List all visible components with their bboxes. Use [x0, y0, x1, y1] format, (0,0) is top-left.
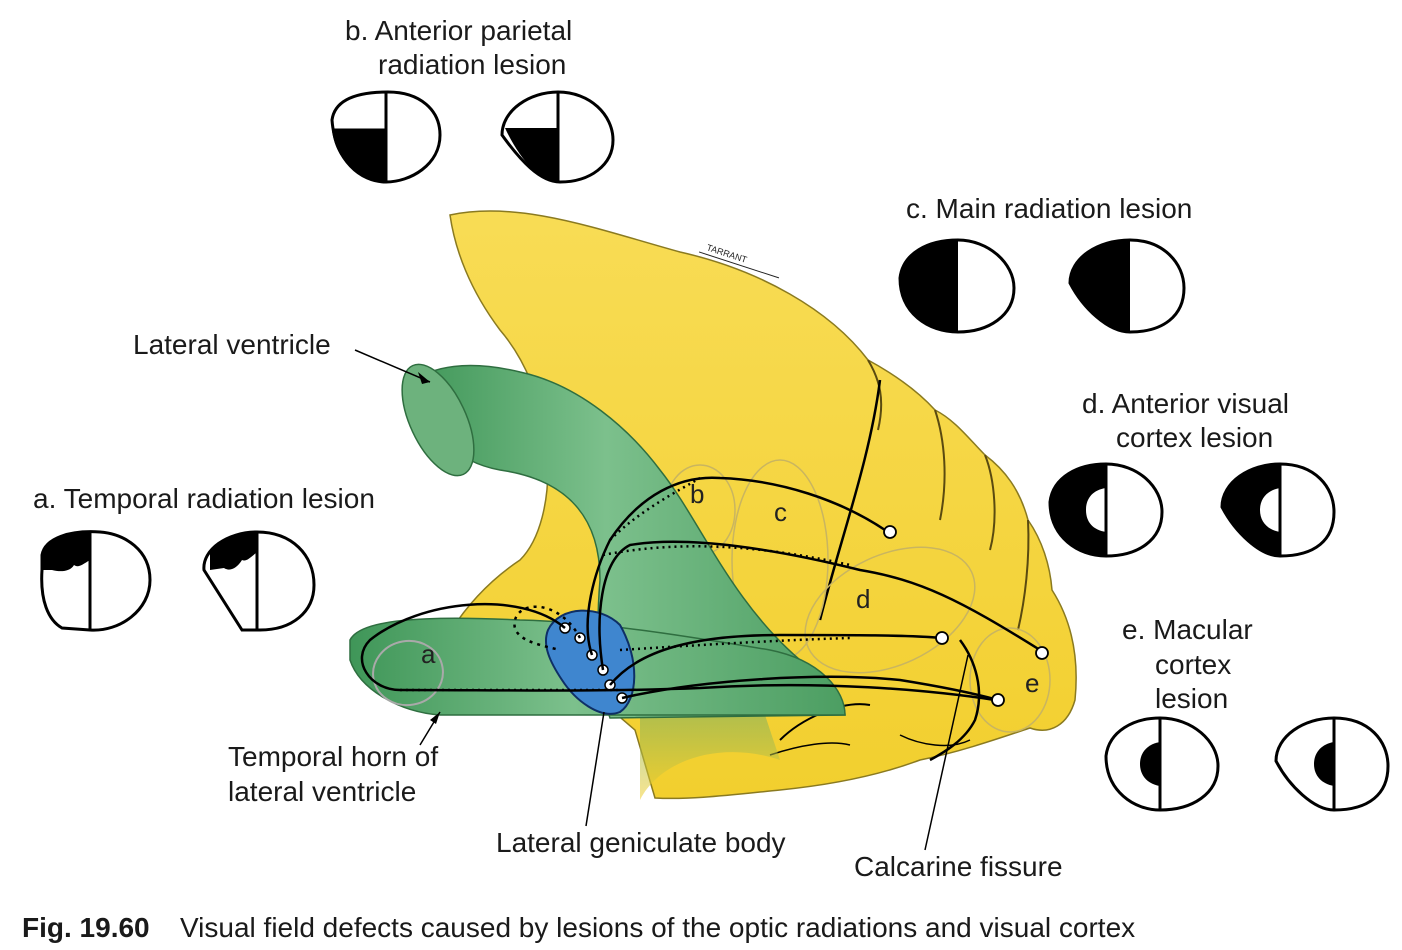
region-label-a: a [421, 639, 436, 669]
lesion-d-title-line2: cortex lesion [1116, 422, 1273, 453]
svg-text:Calcarine fissure: Calcarine fissure [854, 851, 1063, 882]
visual-field-c-right-eye [1068, 238, 1186, 334]
visual-field-a-right-eye [202, 530, 316, 632]
svg-text:lateral ventricle: lateral ventricle [228, 776, 416, 807]
region-label-e: e [1025, 668, 1039, 698]
label-lateral-ventricle: Lateral ventricle [133, 329, 431, 384]
visual-field-e-right-eye [1274, 716, 1390, 812]
visual-field-c-left-eye [898, 238, 1016, 334]
visual-field-d-left-eye [1048, 462, 1164, 558]
visual-field-d-right-eye [1220, 462, 1336, 558]
region-label-d: d [856, 584, 870, 614]
label-calcarine-fissure: Calcarine fissure [854, 654, 1063, 882]
region-label-c: c [774, 497, 787, 527]
lesion-e-title-line3: lesion [1155, 683, 1228, 714]
svg-text:Lateral geniculate body: Lateral geniculate body [496, 827, 786, 858]
visual-field-e-left-eye [1104, 716, 1220, 812]
lesion-c-title: c. Main radiation lesion [906, 193, 1192, 224]
optic-radiation-fibers [360, 476, 1049, 762]
lateral-geniculate-shape [544, 609, 636, 715]
figure-number: Fig. 19.60 [22, 912, 150, 943]
lesion-b-title-line1: b. Anterior parietal [345, 15, 572, 46]
lesion-b-title-line2: radiation lesion [378, 49, 566, 80]
label-lateral-geniculate-body: Lateral geniculate body [496, 711, 786, 858]
figure-caption: Fig. 19.60 Visual field defects caused b… [22, 912, 1135, 943]
lesion-e-title-line1: e. Macular [1122, 614, 1253, 645]
visual-field-b-left-eye [330, 90, 442, 184]
region-label-b: b [690, 479, 704, 509]
visual-field-b-right-eye [500, 90, 615, 184]
svg-text:Lateral ventricle: Lateral ventricle [133, 329, 331, 360]
figure-caption-text: Visual field defects caused by lesions o… [180, 912, 1135, 943]
lesion-e-title-line2: cortex [1155, 649, 1231, 680]
label-temporal-horn: Temporal horn of lateral ventricle [228, 711, 441, 807]
lesion-d-title-line1: d. Anterior visual [1082, 388, 1289, 419]
visual-field-a-left-eye [40, 530, 152, 632]
svg-text:Temporal horn of: Temporal horn of [228, 741, 438, 772]
lesion-a-title: a. Temporal radiation lesion [33, 483, 375, 514]
